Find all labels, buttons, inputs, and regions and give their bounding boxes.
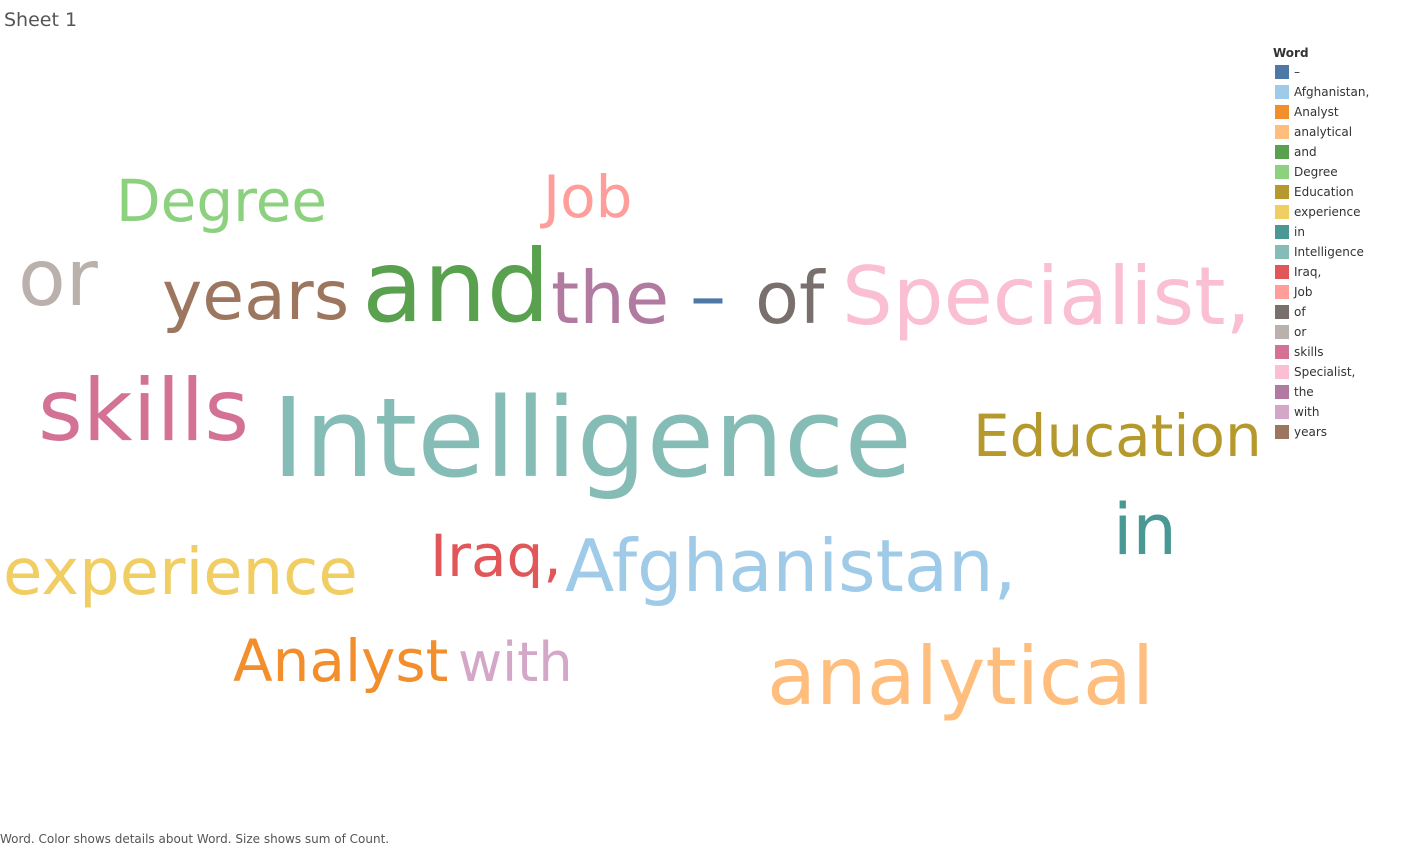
legend-label: the <box>1294 385 1314 399</box>
legend-swatch <box>1275 205 1289 219</box>
legend-swatch <box>1275 305 1289 319</box>
legend-item[interactable]: Job <box>1273 282 1408 302</box>
legend-swatch <box>1275 265 1289 279</box>
cloud-word: Analyst <box>233 627 449 695</box>
cloud-word: of <box>755 256 825 340</box>
legend-label: Degree <box>1294 165 1338 179</box>
cloud-word: analytical <box>767 630 1155 723</box>
cloud-word: with <box>458 631 573 694</box>
legend-swatch <box>1275 425 1289 439</box>
legend-swatch <box>1275 345 1289 359</box>
legend-swatch <box>1275 405 1289 419</box>
legend-swatch <box>1275 285 1289 299</box>
legend-label: with <box>1294 405 1320 419</box>
cloud-word: or <box>18 234 98 324</box>
legend-label: – <box>1294 65 1300 79</box>
legend-label: Specialist, <box>1294 365 1356 379</box>
legend-swatch <box>1275 325 1289 339</box>
legend-item[interactable]: and <box>1273 142 1408 162</box>
cloud-word: Degree <box>116 167 328 235</box>
chart-caption: Word. Color shows details about Word. Si… <box>0 832 390 846</box>
legend-swatch <box>1275 105 1289 119</box>
legend-swatch <box>1275 385 1289 399</box>
legend-label: and <box>1294 145 1317 159</box>
legend-swatch <box>1275 185 1289 199</box>
legend-swatch <box>1275 85 1289 99</box>
legend-item[interactable]: with <box>1273 402 1408 422</box>
legend-item[interactable]: Iraq, <box>1273 262 1408 282</box>
legend-item[interactable]: Intelligence <box>1273 242 1408 262</box>
legend-swatch <box>1275 145 1289 159</box>
legend-item[interactable]: experience <box>1273 202 1408 222</box>
legend-item[interactable]: or <box>1273 322 1408 342</box>
legend-swatch <box>1275 225 1289 239</box>
legend-item[interactable]: Education <box>1273 182 1408 202</box>
sheet-title: Sheet 1 <box>4 9 78 31</box>
legend-label: experience <box>1294 205 1361 219</box>
legend-swatch <box>1275 65 1289 79</box>
cloud-word: Job <box>543 163 633 231</box>
cloud-word: years <box>162 257 350 336</box>
cloud-word: in <box>1113 489 1177 571</box>
word-cloud: – Afghanistan, Analyst analytical and Degree E… <box>3 163 1262 723</box>
cloud-word: Afghanistan, <box>565 524 1017 608</box>
legend-label: Job <box>1294 285 1313 299</box>
cloud-word: Iraq, <box>430 522 562 590</box>
legend-label: Education <box>1294 185 1354 199</box>
legend-item[interactable]: Analyst <box>1273 102 1408 122</box>
cloud-word: skills <box>38 361 250 461</box>
legend-label: Iraq, <box>1294 265 1322 279</box>
legend-swatch <box>1275 165 1289 179</box>
legend-item[interactable]: analytical <box>1273 122 1408 142</box>
legend-item[interactable]: Specialist, <box>1273 362 1408 382</box>
legend-item[interactable]: skills <box>1273 342 1408 362</box>
legend-label: Intelligence <box>1294 245 1364 259</box>
legend-item[interactable]: the <box>1273 382 1408 402</box>
legend-label: of <box>1294 305 1306 319</box>
legend-label: analytical <box>1294 125 1353 139</box>
cloud-word: the <box>551 256 670 340</box>
legend-swatch <box>1275 365 1289 379</box>
legend-label: Analyst <box>1294 105 1339 119</box>
legend-label: in <box>1294 225 1305 239</box>
legend-item[interactable]: of <box>1273 302 1408 322</box>
legend-swatch <box>1275 245 1289 259</box>
legend: Word – Afghanistan, Analyst analytical and De… <box>1273 46 1408 442</box>
legend-item[interactable]: – <box>1273 62 1408 82</box>
legend-item[interactable]: years <box>1273 422 1408 442</box>
legend-item[interactable]: in <box>1273 222 1408 242</box>
legend-label: Afghanistan, <box>1294 85 1370 99</box>
cloud-word: Specialist, <box>842 250 1251 343</box>
cloud-word: – <box>690 254 726 338</box>
legend-item[interactable]: Degree <box>1273 162 1408 182</box>
legend-label: skills <box>1294 345 1324 359</box>
cloud-word: Education <box>973 402 1262 470</box>
legend-items: – Afghanistan, Analyst analytical and Degree E… <box>1273 62 1408 442</box>
legend-item[interactable]: Afghanistan, <box>1273 82 1408 102</box>
legend-title: Word <box>1273 46 1309 60</box>
legend-swatch <box>1275 125 1289 139</box>
legend-label: or <box>1294 325 1307 339</box>
cloud-word: experience <box>3 536 358 610</box>
legend-label: years <box>1294 425 1328 439</box>
cloud-word: and <box>362 228 551 345</box>
cloud-word: Intelligence <box>272 374 913 502</box>
